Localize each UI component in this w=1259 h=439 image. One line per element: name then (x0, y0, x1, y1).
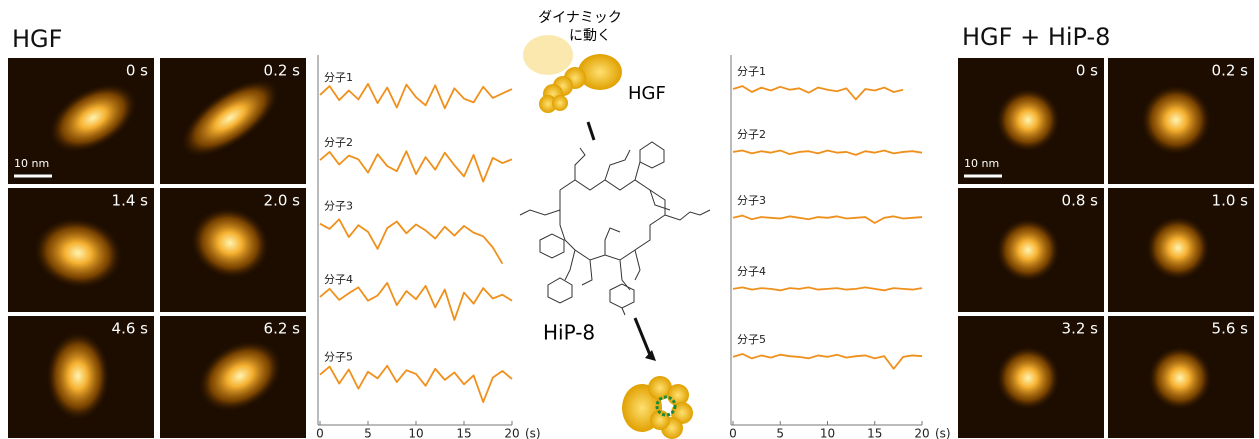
time-label: 0.8 s (1062, 192, 1099, 210)
time-label: 0.2 s (1212, 62, 1249, 80)
molecule-signal (996, 218, 1060, 282)
trace (733, 86, 903, 99)
molecule-signal (996, 88, 1060, 152)
right-title: HGF + HiP-8 (962, 23, 1110, 51)
molecule-signal (1141, 85, 1211, 155)
time-label: 6.2 s (264, 320, 301, 338)
x-axis-label: (s) (525, 427, 541, 439)
trace-label: 分子2 (737, 128, 766, 141)
x-tick-label: 0 (316, 427, 324, 439)
trace-label: 分子5 (737, 333, 766, 346)
x-tick-label: 5 (776, 427, 784, 439)
trace (733, 287, 922, 290)
x-tick-label: 20 (914, 427, 929, 439)
peptide-structure (520, 142, 710, 315)
molecule-signal (46, 331, 110, 421)
caption-line: に動く (569, 28, 611, 44)
trace (320, 84, 512, 108)
trace-label: 分子1 (324, 71, 353, 84)
trace-label: 分子3 (737, 194, 766, 207)
trace-label: 分子2 (324, 136, 353, 149)
left-title: HGF (12, 25, 62, 53)
arrow-head (645, 350, 656, 361)
time-label: 5.6 s (1212, 320, 1249, 338)
trace (320, 283, 512, 320)
x-tick-label: 0 (729, 427, 737, 439)
time-label: 0 s (1076, 62, 1098, 80)
molecule-signal (1146, 216, 1210, 280)
x-tick-label: 15 (456, 427, 471, 439)
x-tick-label: 10 (820, 427, 835, 439)
trace (733, 150, 922, 154)
time-label: 0 s (126, 62, 148, 80)
bound-cartoon (622, 376, 693, 439)
scale-bar-label: 10 nm (14, 157, 49, 170)
trace (320, 219, 502, 263)
trace-label: 分子3 (324, 200, 353, 213)
time-label: 2.0 s (264, 192, 301, 210)
x-tick-label: 5 (364, 427, 372, 439)
x-axis-label: (s) (935, 427, 951, 439)
trace-label: 分子4 (737, 265, 766, 278)
trace (733, 216, 922, 223)
time-label: 3.2 s (1062, 320, 1099, 338)
peptide-label: HiP-8 (543, 321, 595, 345)
x-tick-label: 20 (504, 427, 519, 439)
arrow-shaft (635, 318, 650, 355)
molecule-signal (1148, 346, 1212, 410)
page: HGF HGF + HiP-8 ダイナミック に動く HGF HiP-8 0 s… (0, 0, 1259, 439)
trace (733, 354, 922, 369)
figure: HGF HGF + HiP-8 ダイナミック に動く HGF HiP-8 0 s… (0, 0, 1259, 439)
x-tick-label: 10 (408, 427, 423, 439)
time-label: 4.6 s (112, 320, 149, 338)
trace (320, 151, 512, 181)
connector (588, 122, 594, 140)
trace-label: 分子5 (324, 351, 353, 364)
protein-label: HGF (628, 83, 666, 104)
hgf-cartoon (523, 35, 622, 113)
trace-label: 分子4 (324, 273, 353, 286)
time-label: 1.4 s (112, 192, 149, 210)
trace-label: 分子1 (737, 65, 766, 78)
molecule-signal (996, 346, 1060, 410)
time-label: 0.2 s (264, 62, 301, 80)
trace (320, 366, 512, 402)
x-tick-label: 15 (867, 427, 882, 439)
time-label: 1.0 s (1212, 192, 1249, 210)
scale-bar-label: 10 nm (964, 157, 999, 170)
caption-line: ダイナミック (538, 10, 622, 26)
